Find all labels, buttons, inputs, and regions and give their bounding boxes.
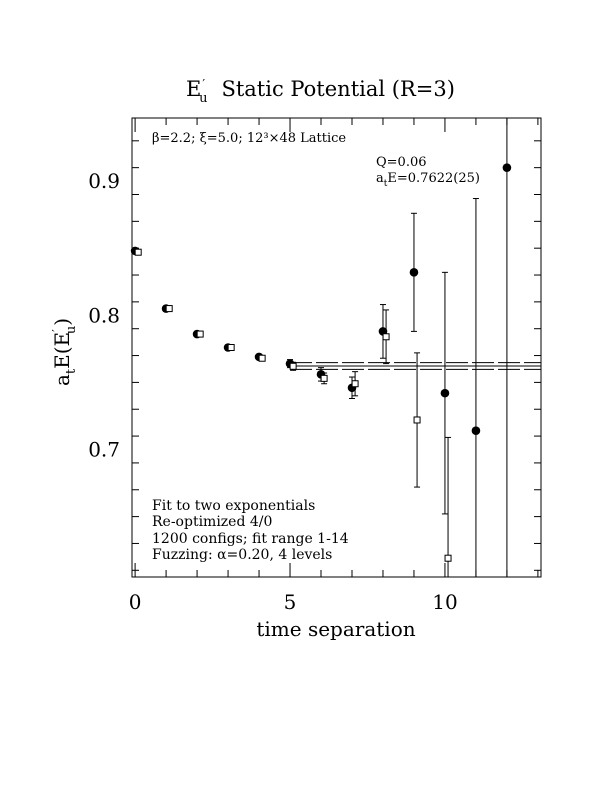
note-line: Fuzzing: α=0.20, 4 levels <box>152 547 332 563</box>
plot-frame <box>131 117 542 578</box>
note-line: Fit to two exponentials <box>152 498 315 514</box>
fit-band <box>290 362 541 370</box>
y-tick-label: 0.9 <box>88 169 120 193</box>
data-point-square <box>165 305 173 313</box>
data-point-square <box>351 380 359 388</box>
fit-energy-label: atE=0.7622(25) <box>376 171 480 189</box>
y-tick-label: 0.8 <box>88 303 120 327</box>
data-points <box>130 118 512 577</box>
x-tick-label: 5 <box>284 590 297 614</box>
data-point-circle <box>502 163 512 172</box>
data-point-square <box>258 354 266 362</box>
data-point-square <box>413 416 421 424</box>
fit-notes: Fit to two exponentials Re-optimized 4/0… <box>152 498 349 563</box>
note-line: Re-optimized 4/0 <box>152 514 272 530</box>
data-point-square <box>227 344 235 351</box>
data-point-square <box>196 330 204 338</box>
data-point-square <box>134 248 142 256</box>
y-axis-label: atE(E′u) <box>50 318 79 386</box>
x-axis-label: time separation <box>256 617 415 641</box>
data-point-square <box>382 333 390 341</box>
y-tick-label: 0.7 <box>88 438 120 462</box>
data-point-square <box>444 554 452 562</box>
data-point-square <box>289 362 297 370</box>
data-point-square <box>320 374 328 382</box>
data-point-circle <box>440 388 450 398</box>
data-point-circle <box>471 426 481 436</box>
x-tick-label: 0 <box>129 590 142 614</box>
fit-q-label: Q=0.06 <box>376 155 427 170</box>
x-tick-label: 10 <box>432 590 457 614</box>
note-line: 1200 configs; fit range 1-14 <box>152 531 349 547</box>
lattice-label: β=2.2; ξ=5.0; 12³×48 Lattice <box>152 131 346 146</box>
data-point-circle <box>409 268 419 277</box>
chart-title: E′ u Static Potential (R=3) <box>186 77 455 106</box>
